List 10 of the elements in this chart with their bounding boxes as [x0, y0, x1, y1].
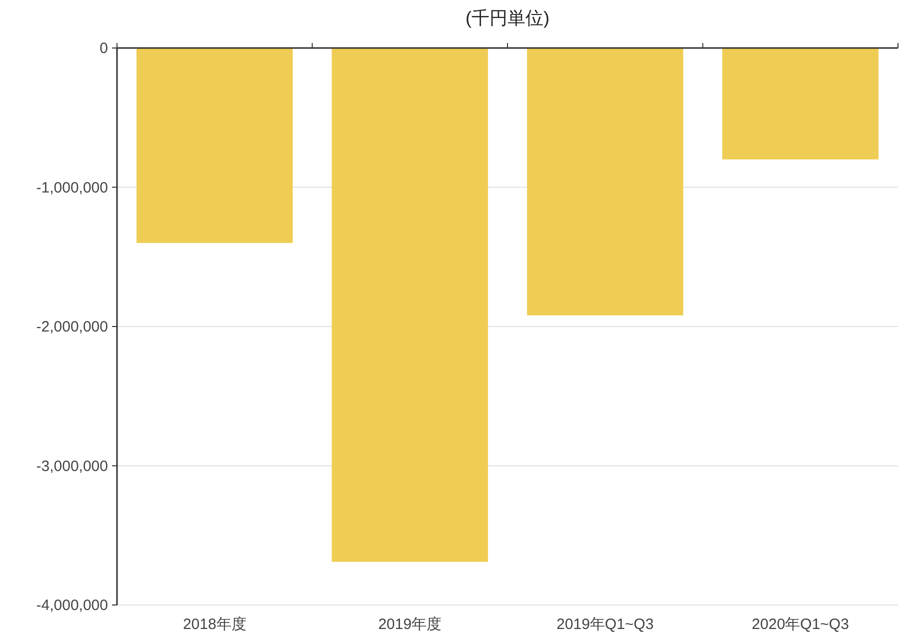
x-tick-label: 2019年Q1~Q3: [556, 616, 654, 633]
y-tick-label: -1,000,000: [36, 179, 108, 196]
y-tick-label: 0: [100, 40, 108, 57]
x-tick-label: 2019年度: [378, 616, 442, 633]
y-tick-label: -4,000,000: [36, 597, 108, 614]
x-tick-label: 2018年度: [182, 616, 246, 633]
chart-title: (千円単位): [466, 8, 550, 28]
y-tick-label: -3,000,000: [36, 458, 108, 475]
y-tick-label: -2,000,000: [36, 318, 108, 336]
x-tick-label: 2020年Q1~Q3: [752, 616, 849, 633]
